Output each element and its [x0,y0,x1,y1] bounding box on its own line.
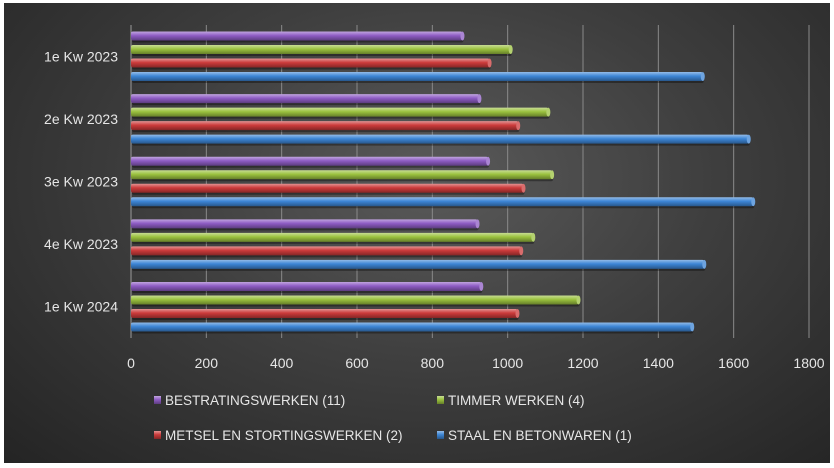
bar [131,308,518,318]
bar [131,322,693,332]
x-tick-label: 600 [345,355,369,371]
bar-end-cap [508,45,513,55]
bar [131,58,490,68]
bar-end-cap [515,308,520,318]
bar [131,246,522,256]
bar-end-cap [546,107,551,117]
x-axis-labels: 0 200 400 600 800 1000 1200 1400 1600 1800 [127,355,825,371]
legend-label: TIMMER WERKEN (4) [448,393,585,408]
bar [131,31,463,41]
y-category-label: 1e Kw 2024 [44,299,118,315]
bar [131,94,480,104]
bar [131,259,705,269]
bar [131,72,703,82]
bar [131,134,749,144]
x-tick-label: 1000 [492,355,523,371]
bar-end-cap [746,134,751,144]
bar-end-cap [519,246,524,256]
bar-end-cap [516,121,521,131]
legend: BESTRATINGSWERKEN (11) TIMMER WERKEN (4) M… [154,393,632,443]
bar [131,170,553,180]
legend-swatch [437,396,444,404]
bar [131,107,549,117]
bar [131,45,511,55]
bar-end-cap [460,31,465,41]
y-axis-labels: 1e Kw 2023 2e Kw 2023 3e Kw 2023 4e Kw 2023… [44,48,118,314]
x-tick-label: 200 [195,355,219,371]
bar-end-cap [521,183,526,193]
legend-swatch [154,396,161,404]
bars [131,31,756,334]
bar-end-cap [550,170,555,180]
bar-end-cap [690,322,695,332]
bar-end-cap [475,219,480,229]
chart-area: 1e Kw 2023 2e Kw 2023 3e Kw 2023 4e Kw 2023… [4,3,830,463]
legend-swatch [154,431,161,439]
legend-label: METSEL EN STORTINGSWERKEN (2) [165,428,403,443]
bar-end-cap [702,259,707,269]
y-category-label: 1e Kw 2023 [44,48,118,64]
y-category-label: 4e Kw 2023 [44,236,118,252]
y-category-label: 3e Kw 2023 [44,174,118,190]
bar-end-cap [477,94,482,104]
bar [131,219,478,229]
legend-label: STAAL EN BETONWAREN (1) [448,428,632,443]
bar [131,295,579,305]
x-tick-label: 1200 [567,355,598,371]
bar [131,121,519,131]
bar-end-cap [487,58,492,68]
bar-chart: 1e Kw 2023 2e Kw 2023 3e Kw 2023 4e Kw 2023… [44,25,825,443]
bar-end-cap [486,156,491,166]
x-tick-label: 1600 [718,355,749,371]
bar [131,281,482,291]
bar [131,232,534,242]
bar-end-cap [700,72,705,82]
x-tick-label: 400 [270,355,294,371]
bar-end-cap [479,281,484,291]
bar-end-cap [576,295,581,305]
x-tick-label: 1800 [793,355,824,371]
bar-end-cap [751,197,756,207]
x-tick-label: 0 [127,355,135,371]
bar [131,156,489,166]
bar [131,197,754,207]
x-tick-label: 800 [421,355,445,371]
y-category-label: 2e Kw 2023 [44,111,118,127]
x-tick-label: 1400 [643,355,674,371]
bar-end-cap [531,232,536,242]
legend-swatch [437,431,444,439]
legend-label: BESTRATINGSWERKEN (11) [165,393,345,408]
bar [131,183,524,193]
